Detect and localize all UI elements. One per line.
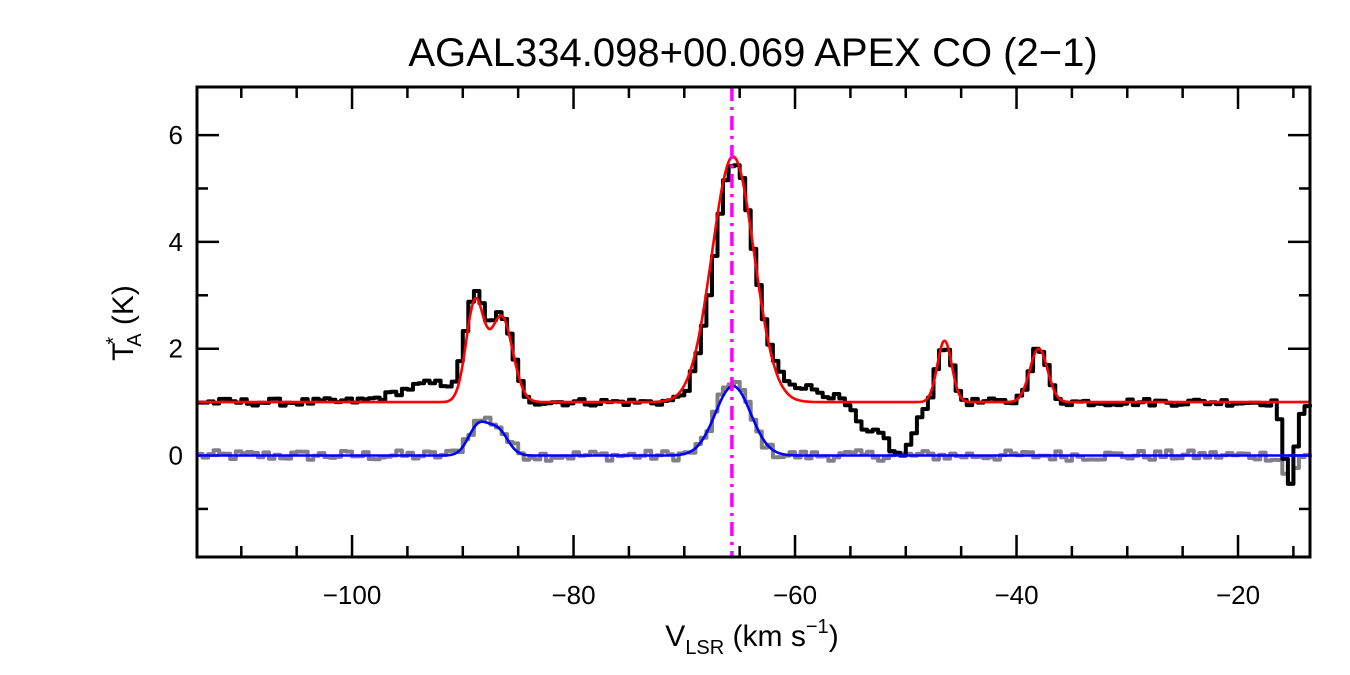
- y-axis-label: T*A (K): [103, 285, 146, 361]
- y-axis-label-main: T: [107, 343, 140, 361]
- x-axis-label: VLSR (km s−1): [665, 616, 838, 659]
- x-tick-labels: −100 −80 −60 −40 −20: [323, 580, 1260, 610]
- plot-area: [195, 85, 1312, 559]
- x-tick-label: −40: [994, 580, 1038, 610]
- plot-frame: [195, 85, 1312, 559]
- series-1-line: [196, 155, 1311, 404]
- y-axis-label-units: (K): [107, 285, 140, 333]
- axis-ticks: [197, 87, 1310, 557]
- y-tick-label: 0: [169, 441, 183, 471]
- y-tick-label: 4: [169, 227, 183, 257]
- y-tick-label: 6: [169, 120, 183, 150]
- series-0-line: [197, 163, 1312, 486]
- x-axis-label-sup: −1: [806, 616, 829, 638]
- y-tick-labels: 0 2 4 6: [169, 120, 183, 470]
- x-tick-label: −20: [1216, 580, 1260, 610]
- x-axis-label-sub: LSR: [685, 637, 724, 659]
- x-tick-label: −60: [773, 580, 817, 610]
- x-axis-label-main: V: [665, 620, 685, 653]
- x-tick-label: −100: [323, 580, 382, 610]
- series-layer: [196, 155, 1312, 486]
- y-axis-label-sub: A: [124, 333, 146, 347]
- series-3-line: [196, 384, 1311, 457]
- x-tick-label: −80: [551, 580, 595, 610]
- x-axis-label-units: (km s: [724, 620, 806, 653]
- x-axis-label-close: ): [829, 620, 839, 653]
- chart-title: AGAL334.098+00.069 APEX CO (2−1): [408, 31, 1097, 75]
- y-tick-label: 2: [169, 334, 183, 364]
- y-axis-label-sup: *: [103, 337, 125, 345]
